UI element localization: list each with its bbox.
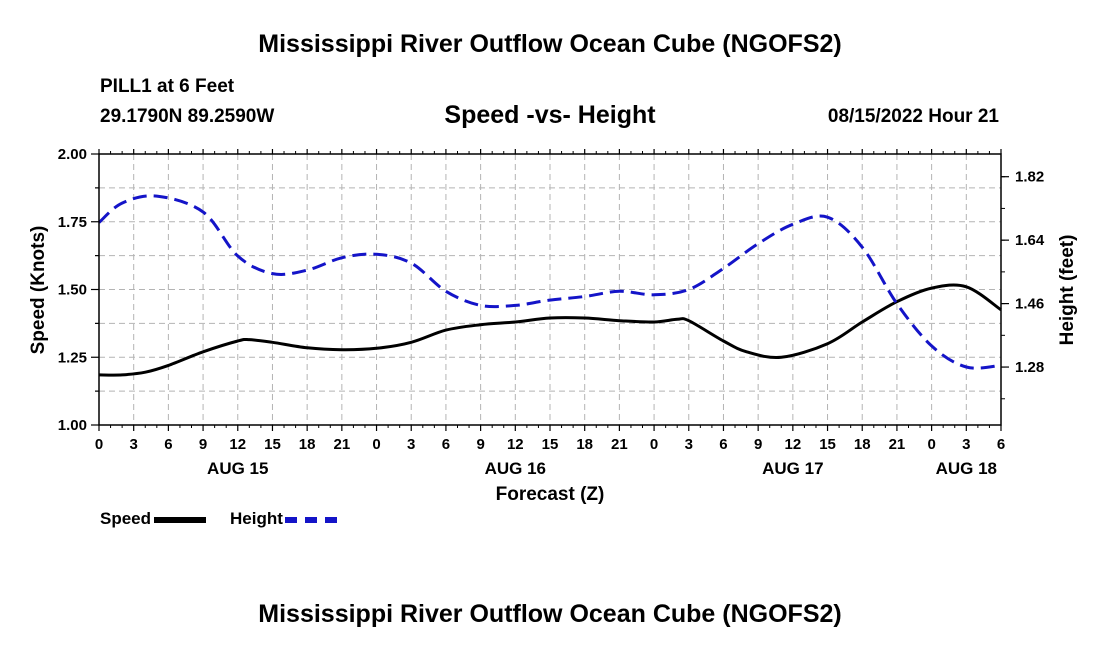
station-coordinates: 29.1790N 89.2590W <box>100 106 275 127</box>
x-tick-label: 3 <box>407 436 415 453</box>
y2-tick-label: 1.64 <box>1015 232 1045 249</box>
x-tick-label: 3 <box>962 436 970 453</box>
chart-subtitle: Speed -vs- Height <box>444 101 656 129</box>
x-axis-title: Forecast (Z) <box>496 484 605 505</box>
x-tick-label: 0 <box>95 436 103 453</box>
x-tick-label: 12 <box>229 436 246 453</box>
x-tick-label: 21 <box>889 436 906 453</box>
x-tick-label: 6 <box>442 436 450 453</box>
main-title: Mississippi River Outflow Ocean Cube (NG… <box>258 30 842 58</box>
y-tick-label: 1.25 <box>58 349 87 366</box>
height-series-line <box>97 194 1002 370</box>
x-tick-label: 15 <box>542 436 559 453</box>
y-tick-label: 1.75 <box>58 214 87 231</box>
x-tick-label: 21 <box>611 436 628 453</box>
x-date-label: AUG 17 <box>762 459 823 478</box>
x-tick-label: 18 <box>299 436 316 453</box>
x-tick-label: 6 <box>997 436 1005 453</box>
y2-tick-label: 1.28 <box>1015 359 1044 376</box>
speed-series-line <box>98 283 1002 377</box>
y2-tick-label: 1.82 <box>1015 169 1044 186</box>
legend-speed: Speed <box>100 509 207 529</box>
y-tick-label: 1.00 <box>58 417 87 434</box>
legend-height-swatch <box>284 517 337 523</box>
x-date-label: AUG 18 <box>936 459 997 478</box>
legend-speed-label: Speed <box>100 509 152 528</box>
x-tick-label: 6 <box>164 436 172 453</box>
bottom-title: Mississippi River Outflow Ocean Cube (NG… <box>258 600 842 628</box>
chart-series <box>97 194 1002 377</box>
x-tick-label: 3 <box>130 436 138 453</box>
x-tick-label: 21 <box>334 436 351 453</box>
chart-ticks <box>91 149 1009 431</box>
x-tick-label: 9 <box>754 436 762 453</box>
x-tick-label: 15 <box>819 436 836 453</box>
x-tick-label: 6 <box>719 436 727 453</box>
legend-height-label: Height <box>230 509 283 528</box>
x-date-label: AUG 15 <box>207 459 268 478</box>
x-date-label: AUG 16 <box>485 459 546 478</box>
forecast-datetime: 08/15/2022 Hour 21 <box>827 106 999 127</box>
x-tick-label: 9 <box>199 436 207 453</box>
y2-tick-label: 1.46 <box>1015 296 1044 313</box>
x-tick-label: 9 <box>476 436 484 453</box>
x-tick-label: 3 <box>685 436 693 453</box>
y-axis-title: Speed (Knots) <box>28 226 49 355</box>
x-tick-label: 0 <box>927 436 935 453</box>
x-tick-label: 12 <box>507 436 524 453</box>
x-tick-label: 15 <box>264 436 281 453</box>
y-tick-label: 2.00 <box>58 146 87 163</box>
x-tick-label: 18 <box>576 436 593 453</box>
chart-gridlines <box>99 154 1001 425</box>
x-tick-label: 0 <box>372 436 380 453</box>
legend-speed-swatch <box>154 517 207 523</box>
chart-tick-labels: 0 3 6 9 12 15 18 21 0 3 6 9 12 15 18 21 0 3 6 9 12 15 18 21 0 3 6A… <box>58 146 1045 478</box>
station-name: PILL1 at 6 Feet <box>100 76 235 97</box>
y2-axis-title: Height (feet) <box>1057 235 1078 346</box>
x-tick-label: 12 <box>785 436 802 453</box>
legend-height: Height <box>230 509 337 529</box>
y-tick-label: 1.50 <box>58 282 87 299</box>
x-tick-label: 18 <box>854 436 871 453</box>
x-tick-label: 0 <box>650 436 658 453</box>
